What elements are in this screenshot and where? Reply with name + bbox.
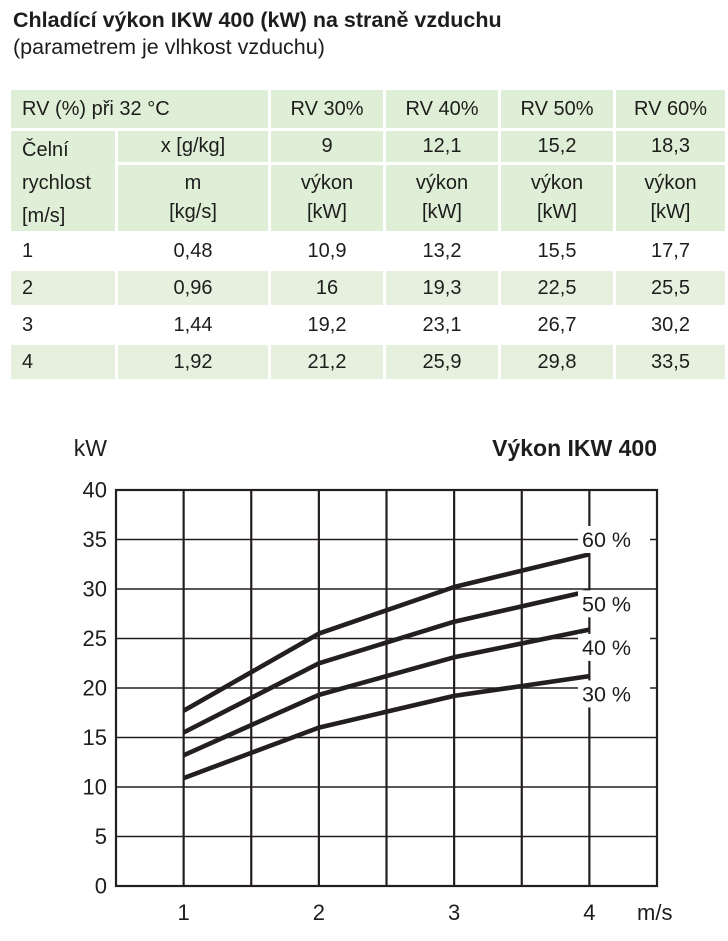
series-label-box-40%	[578, 633, 650, 661]
y-tick-label-30: 30	[83, 577, 107, 602]
x-value-3: 18,3	[616, 131, 725, 162]
series-label-50%: 50 %	[582, 592, 631, 616]
row-header-speed: Čelní rychlost [m/s]	[11, 131, 115, 231]
x-axis-unit: m/s	[637, 900, 672, 925]
row-speed-3: 3	[22, 313, 34, 336]
cell-v3-rv1: 23,1	[422, 313, 462, 336]
y-tick-label-10: 10	[83, 775, 107, 800]
page-subtitle: (parametrem je vlhkost vzduchu)	[13, 35, 325, 59]
y-tick-label-15: 15	[83, 725, 107, 750]
series-label-40%: 40 %	[582, 636, 631, 660]
x-row-label: x [g/kg]	[118, 131, 268, 162]
y-tick-label-25: 25	[83, 626, 107, 651]
x-tick-label-2: 2	[313, 900, 325, 925]
y-tick-label-5: 5	[95, 824, 107, 849]
page-title: Chladící výkon IKW 400 (kW) na straně vz…	[13, 8, 502, 32]
performance-table: RV (%) při 32 °C RV 30% RV 40% RV 50% RV 60%…	[11, 90, 725, 379]
y-tick-label-20: 20	[83, 676, 107, 701]
x-tick-label-4: 4	[583, 900, 595, 925]
row-m-4: 1,92	[118, 345, 268, 379]
series-line-30%	[182, 673, 590, 781]
x-tick-label-1: 1	[178, 900, 190, 925]
power-col-label-0: výkon [kW]	[271, 165, 383, 231]
row-speed-1: 1	[22, 239, 34, 262]
cell-v4-rv1: 25,9	[386, 345, 498, 379]
col-header-rv-0: RV 30%	[271, 90, 383, 128]
cell-v4-rv3: 33,5	[616, 345, 725, 379]
cell-v2-rv3: 25,5	[616, 271, 725, 305]
cell-v1-rv2: 15,5	[537, 239, 577, 262]
y-tick-label-35: 35	[83, 527, 107, 552]
chart-title: Výkon IKW 400	[492, 435, 657, 461]
performance-chart: kW Výkon IKW 400 0 5 10 15 20 25 30 35 40 1 2 3 4 m/s 60…	[74, 435, 673, 925]
series-label-box-60%	[578, 526, 650, 553]
cell-v3-rv0: 19,2	[307, 313, 347, 336]
m-col-label: m [kg/s]	[118, 165, 268, 231]
power-col-label-2: výkon [kW]	[501, 165, 613, 231]
series-label-box-50%	[578, 590, 650, 618]
row-m-2: 0,96	[118, 271, 268, 305]
row-speed-4: 4	[11, 345, 115, 379]
series-label-30%: 30 %	[582, 682, 631, 706]
cell-v3-rv2: 26,7	[537, 313, 577, 336]
cell-v1-rv0: 10,9	[307, 239, 347, 262]
row-speed-2: 2	[11, 271, 115, 305]
cell-v4-rv0: 21,2	[271, 345, 383, 379]
table-corner-header: RV (%) při 32 °C	[11, 90, 268, 128]
cell-v2-rv1: 19,3	[386, 271, 498, 305]
cell-v1-rv3: 17,7	[651, 239, 690, 262]
x-value-0: 9	[271, 131, 383, 162]
plot-border	[114, 488, 659, 888]
x-value-2: 15,2	[501, 131, 613, 162]
cell-v2-rv2: 22,5	[501, 271, 613, 305]
row-m-1: 0,48	[173, 239, 213, 262]
x-value-1: 12,1	[386, 131, 498, 162]
power-col-label-1: výkon [kW]	[386, 165, 498, 231]
series-label-box-30%	[578, 680, 650, 708]
col-header-rv-1: RV 40%	[386, 90, 498, 128]
y-axis-unit: kW	[74, 435, 108, 461]
series-label-60%: 60 %	[582, 528, 631, 552]
cell-v2-rv0: 16	[271, 271, 383, 305]
series-line-60%	[182, 552, 590, 713]
y-tick-label-0: 0	[95, 874, 107, 899]
x-tick-label-3: 3	[448, 900, 460, 925]
y-tick-label-40: 40	[83, 478, 107, 503]
cell-v1-rv1: 13,2	[422, 239, 462, 262]
col-header-rv-2: RV 50%	[501, 90, 613, 128]
title-block: Chladící výkon IKW 400 (kW) na straně vz…	[0, 0, 728, 61]
cell-v4-rv2: 29,8	[501, 345, 613, 379]
row-m-3: 1,44	[173, 313, 213, 336]
cell-v3-rv3: 30,2	[651, 313, 690, 336]
series-line-50%	[182, 588, 590, 735]
series-line-40%	[182, 627, 590, 758]
power-col-label-3: výkon [kW]	[616, 165, 725, 231]
col-header-rv-3: RV 60%	[616, 90, 725, 128]
